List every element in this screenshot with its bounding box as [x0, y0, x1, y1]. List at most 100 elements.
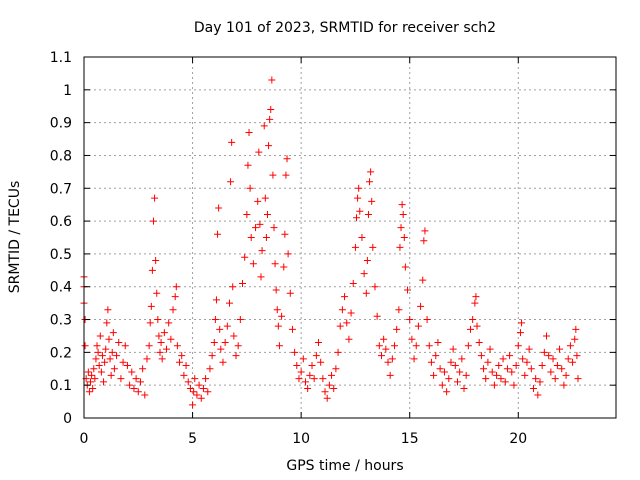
data-point	[493, 371, 501, 379]
data-point	[202, 375, 210, 383]
data-point	[558, 365, 566, 373]
y-axis-label: SRMTID / TECUs	[7, 181, 23, 294]
data-point	[510, 381, 518, 389]
data-point	[214, 230, 222, 238]
data-point	[367, 168, 375, 176]
data-point	[432, 352, 440, 360]
data-point	[268, 76, 276, 84]
data-point	[155, 332, 163, 340]
data-point	[512, 361, 520, 369]
data-point	[377, 352, 385, 360]
data-point	[184, 378, 192, 386]
data-point	[101, 358, 109, 366]
x-tick-label: 5	[188, 431, 197, 447]
data-point	[115, 339, 123, 347]
data-point	[572, 325, 580, 333]
data-point	[178, 352, 186, 360]
data-point	[368, 197, 376, 205]
data-point	[497, 375, 505, 383]
data-point	[195, 381, 203, 389]
data-point	[430, 371, 438, 379]
data-point	[92, 355, 100, 363]
data-point	[506, 352, 514, 360]
data-point	[388, 355, 396, 363]
data-point	[204, 388, 212, 396]
data-point	[126, 381, 134, 389]
x-tick-labels: 0 5 10 15 20	[80, 431, 528, 447]
data-point	[293, 361, 301, 369]
data-point	[160, 329, 168, 337]
data-point	[545, 352, 553, 360]
data-point	[186, 384, 194, 392]
x-tick-label: 20	[509, 431, 527, 447]
data-point	[543, 332, 551, 340]
data-point	[245, 128, 253, 136]
data-point	[252, 224, 260, 232]
data-point	[212, 296, 220, 304]
data-point	[508, 368, 516, 376]
data-point	[163, 345, 171, 353]
data-point	[317, 358, 325, 366]
data-point	[84, 368, 92, 376]
data-point	[560, 381, 568, 389]
data-point	[219, 358, 227, 366]
data-point	[438, 381, 446, 389]
data-point	[154, 316, 162, 324]
x-axis-label: GPS time / hours	[286, 458, 403, 474]
data-point	[95, 361, 103, 369]
data-point	[551, 375, 559, 383]
data-point	[158, 355, 166, 363]
data-point	[291, 348, 299, 356]
data-point	[419, 276, 427, 284]
data-point	[191, 375, 199, 383]
data-point	[295, 375, 303, 383]
data-point	[266, 115, 274, 123]
data-point	[273, 306, 281, 314]
data-point	[330, 384, 338, 392]
plot-frame	[83, 56, 617, 419]
data-point	[223, 322, 231, 330]
data-point	[189, 401, 197, 409]
data-point	[399, 211, 407, 219]
data-point	[88, 371, 96, 379]
data-point	[362, 289, 370, 297]
data-point	[241, 253, 249, 261]
data-point	[211, 316, 219, 324]
data-point	[167, 335, 175, 343]
data-point	[529, 384, 537, 392]
data-point	[369, 243, 377, 251]
data-point	[319, 375, 327, 383]
data-point	[341, 293, 349, 301]
y-tick-label: 0.6	[50, 214, 72, 230]
data-point	[104, 306, 112, 314]
data-point	[440, 368, 448, 376]
data-point	[518, 319, 526, 327]
data-point	[271, 260, 279, 268]
data-point	[156, 348, 164, 356]
data-point	[569, 358, 577, 366]
data-point	[499, 355, 507, 363]
data-point	[482, 375, 490, 383]
data-point	[173, 342, 181, 350]
data-point	[221, 339, 229, 347]
data-point	[366, 178, 374, 186]
data-point	[400, 234, 408, 241]
data-point	[274, 322, 282, 330]
data-point	[134, 388, 142, 396]
data-point	[423, 316, 431, 324]
data-point	[556, 345, 564, 353]
data-point	[472, 293, 480, 301]
data-point	[323, 394, 331, 402]
y-tick-labels: 0 0.1 0.2 0.3 0.4 0.5 0.6 0.7 0.8 0.9 1 1.1	[50, 50, 72, 427]
data-point	[91, 375, 99, 383]
data-point	[308, 361, 316, 369]
data-point	[384, 358, 392, 366]
data-point	[310, 375, 318, 383]
data-point	[404, 286, 412, 294]
data-point	[275, 342, 283, 350]
data-point	[236, 316, 244, 324]
data-point	[128, 368, 136, 376]
data-point	[90, 365, 98, 373]
data-point	[230, 332, 238, 340]
data-point	[197, 394, 205, 402]
